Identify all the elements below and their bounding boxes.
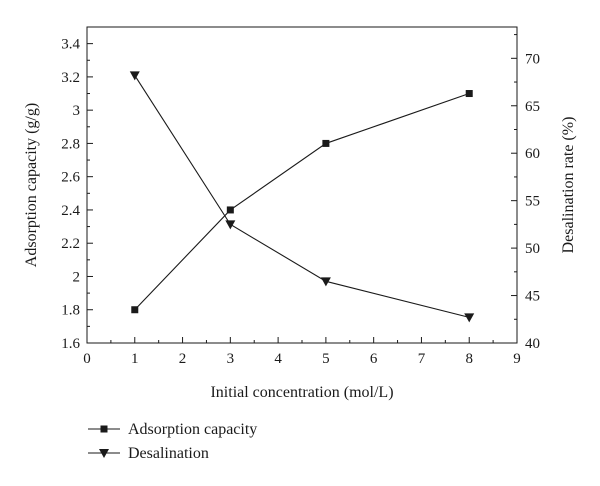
desalination-line	[134, 75, 470, 318]
right-y-tick-label: 70	[525, 51, 540, 67]
x-tick-label: 7	[418, 351, 426, 367]
adsorption-point	[226, 206, 234, 214]
left-y-tick-label: 3.2	[61, 70, 80, 86]
right-y-tick-label: 55	[525, 194, 540, 210]
x-tick-label: 0	[83, 351, 91, 367]
adsorption-point	[131, 306, 139, 314]
left-y-tick-label: 2.4	[61, 203, 80, 219]
right-y-tick-label: 50	[525, 241, 540, 257]
desalination-point	[464, 313, 475, 323]
right-y-tick-label: 45	[525, 289, 540, 305]
legend-label-desalination: Desalination	[128, 445, 209, 462]
x-tick-label: 3	[227, 351, 235, 367]
left-y-axis-title: Adsorption capacity (g/g)	[23, 103, 40, 267]
x-tick-label: 4	[274, 351, 282, 367]
legend-label-adsorption: Adsorption capacity	[128, 421, 257, 438]
right-y-tick-label: 65	[525, 99, 540, 115]
x-axis-title: Initial concentration (mol/L)	[210, 384, 393, 401]
x-axis: 0 1 2 3 4 5 6 7 8 9	[83, 337, 521, 367]
legend-marker-desalination	[99, 449, 109, 458]
x-tick-label: 8	[465, 351, 473, 367]
left-y-tick-label: 2	[73, 269, 81, 285]
adsorption-line	[134, 93, 470, 311]
x-tick-label: 5	[322, 351, 330, 367]
left-y-tick-label: 3	[73, 103, 81, 119]
x-tick-label: 9	[513, 351, 521, 367]
adsorption-point	[465, 90, 473, 98]
right-y-axis: 40 45 50 55 60 65 70	[511, 34, 540, 352]
desalination-point	[129, 71, 140, 81]
x-tick-label: 2	[179, 351, 187, 367]
x-tick-label: 6	[370, 351, 378, 367]
left-y-tick-label: 2.8	[61, 136, 80, 152]
legend-marker-adsorption	[100, 425, 108, 433]
adsorption-point	[322, 139, 330, 147]
left-y-axis: 1.6 1.8 2 2.2 2.4 2.6 2.8 3 3.2 3.4	[61, 37, 93, 352]
right-y-axis-title: Desalination rate (%)	[560, 117, 577, 254]
left-y-tick-label: 2.2	[61, 236, 80, 252]
plot-frame	[86, 26, 518, 344]
legend: Adsorption capacity Desalination	[88, 421, 257, 462]
right-y-tick-label: 40	[525, 336, 540, 352]
plot-area-border	[86, 26, 518, 344]
left-y-tick-label: 3.4	[61, 37, 80, 53]
left-y-tick-label: 1.8	[61, 303, 80, 319]
x-tick-label: 1	[131, 351, 139, 367]
left-y-tick-label: 2.6	[61, 170, 80, 186]
left-y-tick-label: 1.6	[61, 336, 80, 352]
desalination-point	[225, 220, 236, 230]
right-y-tick-label: 60	[525, 146, 540, 162]
series-layer	[129, 71, 475, 323]
desalination-point	[320, 277, 331, 287]
